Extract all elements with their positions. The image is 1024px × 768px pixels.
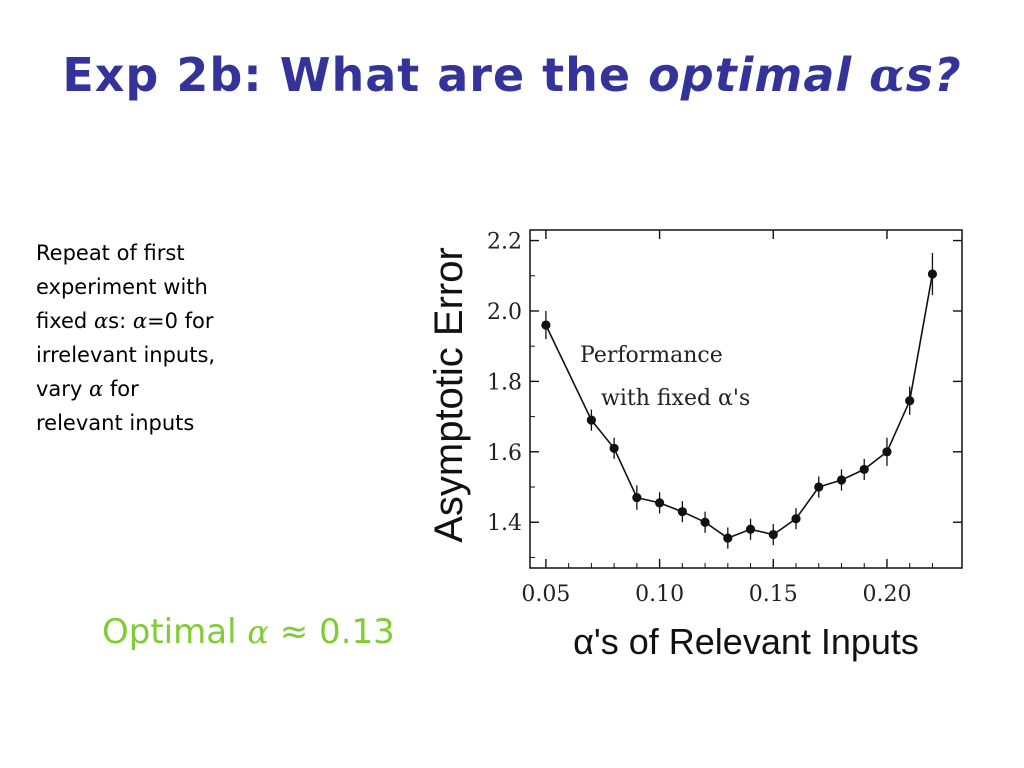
description-text: Repeat of first experiment with fixed αs… [36, 241, 216, 435]
y-axis-title: Asymptotic Error [427, 247, 471, 543]
x-tick-label: 0.05 [521, 582, 570, 607]
y-tick-label: 2.2 [487, 230, 522, 255]
x-tick-label: 0.15 [749, 582, 798, 607]
x-tick-label: 0.10 [635, 582, 684, 607]
data-point [677, 507, 687, 517]
optimal-alpha-note: Optimal α ≈ 0.13 [102, 612, 395, 652]
data-point [632, 492, 642, 503]
data-point [814, 482, 824, 492]
data-point [609, 443, 619, 453]
annotation-line-1: Performance [580, 343, 723, 368]
data-point [586, 415, 596, 425]
slide-title: Exp 2b: What are the optimal αs? [62, 48, 962, 102]
data-point [655, 498, 665, 508]
y-tick-label: 2.0 [487, 300, 522, 325]
y-tick-label: 1.6 [487, 441, 522, 466]
data-point [905, 396, 915, 406]
x-tick-label: 0.20 [862, 582, 911, 607]
data-layer [541, 252, 938, 549]
x-axis-title: α's of Relevant Inputs [573, 621, 919, 662]
plot-frame [529, 229, 963, 569]
y-tick-label: 1.8 [487, 370, 522, 395]
data-point [700, 517, 710, 527]
error-vs-alpha-chart: 1.4 1.6 1.8 2.0 2.2 0.05 0.10 0.15 0.20 Performa… [427, 229, 963, 662]
data-point [791, 514, 801, 524]
annotation-line-2: with fixed α's [601, 386, 750, 411]
data-point [859, 464, 869, 475]
data-point [927, 269, 938, 279]
y-tick-label: 1.4 [487, 511, 522, 536]
title-alpha-symbol: α [869, 48, 906, 102]
data-point [768, 529, 778, 540]
data-point [723, 533, 733, 543]
data-point [882, 447, 892, 457]
data-point [745, 524, 756, 534]
data-point [836, 475, 847, 485]
axes-layer: 1.4 1.6 1.8 2.0 2.2 0.05 0.10 0.15 0.20 [487, 230, 962, 607]
data-point [541, 320, 551, 330]
